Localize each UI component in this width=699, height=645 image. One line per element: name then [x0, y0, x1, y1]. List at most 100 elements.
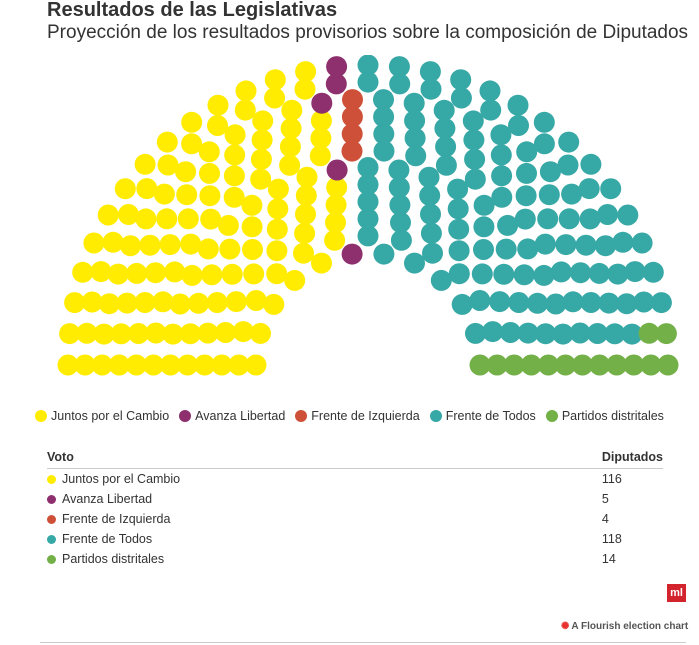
seat-dot	[250, 322, 271, 344]
seat-dot	[515, 185, 537, 207]
legend-item[interactable]: Frente de Todos	[429, 408, 536, 424]
seat-dot	[325, 194, 347, 216]
table-row: Avanza Libertad 5	[47, 489, 663, 509]
seat-dot	[181, 133, 203, 155]
seat-dot	[197, 322, 219, 344]
seat-dot	[266, 240, 288, 262]
seats-cell: 4	[601, 512, 609, 526]
seat-dot	[74, 354, 96, 376]
seat-dot	[126, 262, 148, 284]
seat-dot	[357, 225, 379, 247]
seat-dot	[403, 92, 425, 114]
seat-dot	[462, 110, 484, 132]
seat-dot	[199, 162, 220, 184]
seat-dot	[491, 165, 513, 187]
table-row: Juntos por el Cambio 116	[47, 469, 663, 490]
seat-dot	[533, 133, 555, 155]
seat-dot	[513, 264, 535, 286]
seat-dot	[447, 178, 469, 200]
seat-dot	[464, 168, 486, 190]
seat-dot	[469, 290, 491, 311]
seat-dot	[59, 323, 81, 345]
seat-dot	[224, 144, 246, 166]
seats-cell: 5	[601, 492, 609, 506]
seat-dot	[135, 208, 157, 230]
seat-dot	[617, 204, 639, 226]
seat-dot	[267, 178, 289, 200]
seat-dot	[159, 234, 181, 256]
header-seats: Diputados	[601, 447, 663, 469]
party-name: Frente de Todos	[62, 532, 153, 546]
seat-dot	[242, 239, 263, 260]
seat-dot	[120, 235, 141, 257]
seats-cell: 118	[601, 532, 622, 546]
seat-dot	[326, 56, 348, 78]
seat-dot	[181, 111, 203, 133]
seat-dot	[557, 154, 579, 176]
party-name: Juntos por el Cambio	[62, 472, 181, 486]
seat-dot	[508, 115, 529, 136]
results-table: Voto Diputados Juntos por el Cambio 116 Av…	[47, 447, 663, 569]
seat-dot	[295, 185, 317, 206]
seat-dot	[535, 323, 557, 345]
seat-dot	[612, 231, 634, 253]
seat-dot	[537, 208, 559, 230]
seat-dot	[450, 69, 472, 91]
seat-dot	[491, 186, 513, 208]
seat-dot	[357, 208, 379, 230]
legend-label: Avanza Libertad	[195, 409, 286, 423]
seat-dot	[480, 99, 502, 121]
seat-dot	[241, 216, 263, 238]
legend-item[interactable]: Partidos distritales	[545, 408, 664, 424]
seat-dot	[91, 354, 113, 376]
seat-dot	[264, 69, 286, 91]
flourish-credit[interactable]: ✺ A Flourish election chart	[561, 621, 688, 632]
seat-dot	[538, 184, 560, 206]
brand-logo: ml	[667, 584, 686, 602]
seat-dot	[514, 208, 536, 230]
seat-dot	[311, 92, 333, 114]
seat-dot	[655, 323, 677, 345]
seat-dot	[201, 264, 223, 286]
seat-dot	[118, 204, 139, 225]
seat-dot	[447, 198, 469, 220]
seat-dot	[616, 293, 638, 315]
party-name: Partidos distritales	[62, 552, 165, 566]
table-row: Partidos distritales 14	[47, 549, 663, 569]
seat-dot	[388, 56, 410, 78]
seat-dot	[520, 354, 542, 376]
seat-dot	[561, 183, 583, 205]
seat-dot	[57, 354, 79, 376]
seat-dot	[390, 212, 411, 233]
seat-dot	[435, 154, 457, 176]
seat-dot	[357, 55, 379, 76]
party-swatch	[47, 555, 56, 564]
party-name: Frente de Izquierda	[62, 512, 171, 526]
seat-dot	[341, 140, 363, 162]
seat-dot	[621, 323, 643, 345]
legend-item[interactable]: Frente de Izquierda	[295, 408, 420, 424]
seat-dot	[482, 321, 504, 343]
seat-dot	[500, 322, 521, 343]
seat-dot	[134, 292, 156, 313]
seat-dot	[433, 99, 455, 121]
seat-dot	[279, 154, 301, 176]
seat-dot	[517, 238, 539, 260]
seat-dot	[589, 354, 611, 376]
seat-dot	[597, 204, 618, 225]
chart-title: Resultados de las Legislativas	[47, 0, 338, 21]
seat-dot	[207, 94, 229, 116]
legend-item[interactable]: Juntos por el Cambio	[35, 408, 169, 424]
seat-dot	[434, 117, 456, 139]
seat-dot	[388, 176, 410, 198]
seat-dot	[578, 178, 600, 200]
seat-dot	[373, 106, 395, 128]
legend-item[interactable]: Avanza Libertad	[179, 408, 285, 424]
seat-dot	[572, 354, 593, 376]
seat-dot	[81, 291, 103, 313]
seat-dot	[76, 322, 98, 344]
seats-cell: 14	[601, 552, 616, 566]
legend-swatch	[179, 410, 192, 422]
seat-dot	[486, 354, 508, 376]
seat-dot	[357, 174, 379, 196]
